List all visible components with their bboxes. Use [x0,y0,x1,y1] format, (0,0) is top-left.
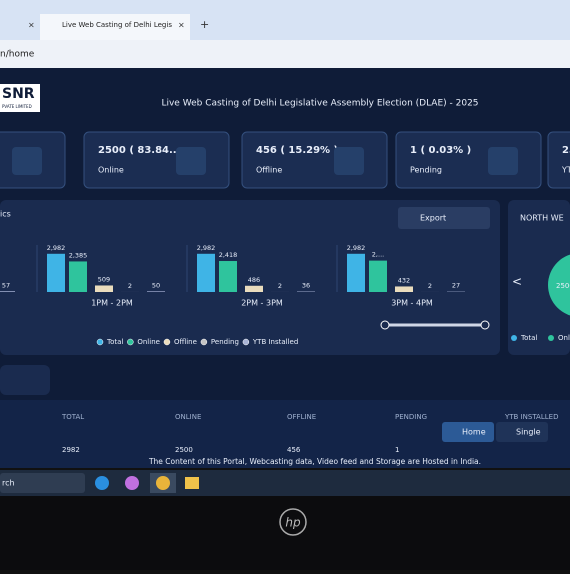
tab-title[interactable]: Live Web Casting of Delhi Legis [62,21,172,29]
address[interactable]: n/home [0,50,35,60]
data-label: 2 [128,282,132,290]
table-cell: 456 [287,446,301,454]
legend-dot [243,339,249,345]
legend-dot [164,339,170,345]
card-icon [334,147,364,175]
card [242,132,387,188]
card [396,132,541,188]
app-icon[interactable] [156,476,170,490]
legend-dot [97,339,103,345]
bar [197,254,215,292]
logo: SNR [2,86,35,102]
bar [219,261,237,292]
footer: The Content of this Portal, Webcasting d… [148,457,481,466]
data-label: 509 [98,275,110,283]
slider-handle[interactable] [481,321,489,329]
pie-legend: Total [520,334,537,342]
data-label: 2 [278,282,282,290]
data-label: 2,982 [347,244,366,252]
card [84,132,229,188]
app-icon[interactable] [185,477,199,489]
legend-label: YTB Installed [252,338,298,346]
table-header: ONLINE [175,413,201,421]
header-title: Live Web Casting of Delhi Legislative As… [161,99,478,109]
table-cell: 2500 [175,446,193,454]
legend-dot [511,335,517,341]
tab-close[interactable]: × [178,21,185,30]
toolbar [0,365,50,395]
table-cell: 2982 [62,446,80,454]
bar [95,285,113,292]
app-icon[interactable] [95,476,109,490]
table-header: OFFLINE [287,413,316,421]
bar [147,291,165,292]
taskbar [0,470,570,496]
table-cell: 1 [395,446,399,454]
card-value: 456 ( 15.29% ) [256,145,338,156]
data-label: 432 [398,276,410,284]
card-value: 1 ( 0.03% ) [410,145,471,156]
x-tick-label: 2PM - 3PM [241,299,283,308]
legend-label: Total [106,338,123,346]
card-icon [12,147,42,175]
legend-label: Online [137,338,160,346]
data-label: 50 [152,281,160,289]
card [548,132,570,188]
card-label: YT [561,166,570,175]
data-label: 2,385 [69,251,88,259]
legend-dot [201,339,207,345]
legend-dot [548,335,554,341]
data-label: 36 [302,282,310,290]
data-label: 2 [428,282,432,290]
bar [69,261,87,292]
address-bar [0,40,570,68]
data-label: 27 [452,282,460,290]
region-title: NORTH WE [520,214,564,223]
legend-label: Pending [211,338,239,346]
search[interactable]: rch [2,479,15,488]
panel-title: ics [0,210,11,219]
prev-button[interactable]: < [512,275,522,289]
bar [245,286,263,292]
bar [47,254,65,292]
card-value: 25 [562,145,570,156]
data-label: 2,... [372,251,384,259]
logo-sub: PVATE LIMITED [2,104,32,109]
table-header: PENDING [395,413,427,421]
x-tick-label: 1PM - 2PM [91,299,133,308]
bar [0,291,15,292]
data-label: 2,982 [47,244,66,252]
app-icon[interactable] [125,476,139,490]
new-tab[interactable]: + [200,18,209,31]
brand: hp [285,516,301,530]
legend-label: Offline [174,338,197,346]
table-header: TOTAL [61,413,84,421]
card-label: Online [98,166,124,175]
table-header: YTB INSTALLED [504,413,558,421]
data-label: 486 [248,276,260,284]
data-label: 2,418 [219,251,238,259]
card-label: Pending [410,166,442,175]
bar [395,286,413,292]
nav-label[interactable]: Single [516,428,541,437]
bar [347,254,365,292]
card-icon [176,147,206,175]
pie-legend: Onl [558,334,570,342]
card-label: Offline [256,166,282,175]
bar [369,261,387,292]
slider-handle[interactable] [381,321,389,329]
legend-dot [127,339,133,345]
card-icon [488,147,518,175]
export-label[interactable]: Export [420,214,446,223]
x-tick-label: 3PM - 4PM [391,299,433,308]
pie-label: 2500 [556,282,570,290]
nav-label[interactable]: Home [462,428,486,437]
data-label: 2,982 [197,244,216,252]
tab-close[interactable]: × [28,21,35,30]
data-label: 57 [2,281,10,289]
card-value: 2500 ( 83.84... [98,145,180,156]
